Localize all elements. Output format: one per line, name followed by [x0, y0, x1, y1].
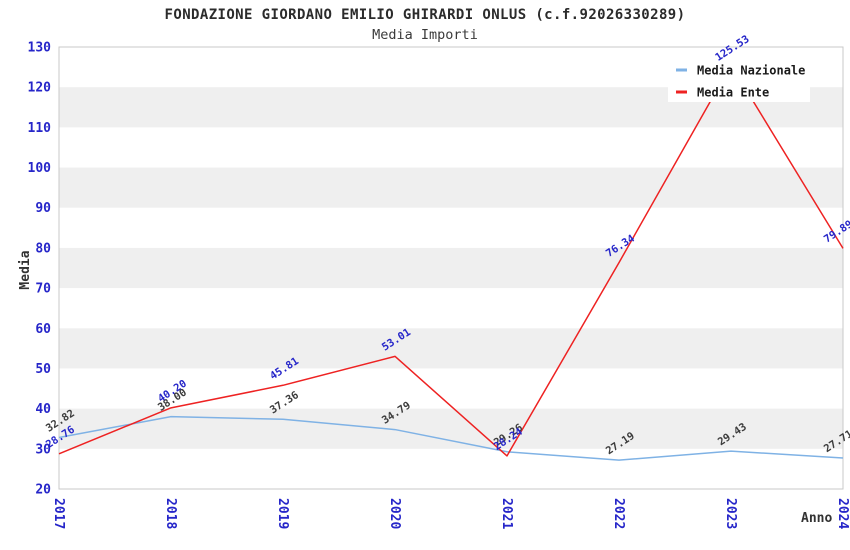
- plot-band: [59, 247, 843, 289]
- y-tick-label: 50: [35, 362, 51, 377]
- plot-band: [59, 328, 843, 369]
- y-tick-label: 30: [35, 442, 51, 457]
- plot-band: [59, 167, 843, 208]
- legend-label: Media Ente: [697, 86, 769, 100]
- y-tick-label: 120: [28, 81, 52, 96]
- x-tick-label: 2023: [723, 498, 738, 529]
- legend-label: Media Nazionale: [697, 64, 805, 78]
- x-tick-label: 2022: [611, 498, 626, 529]
- y-tick-label: 110: [28, 121, 52, 136]
- x-axis-title: Anno: [801, 511, 833, 526]
- y-tick-label: 40: [35, 402, 51, 417]
- y-tick-label: 80: [35, 241, 51, 256]
- x-tick-label: 2018: [163, 498, 178, 529]
- x-tick-label: 2020: [387, 498, 402, 529]
- data-point-label: 79.89: [822, 218, 850, 245]
- y-tick-label: 90: [35, 201, 51, 216]
- x-tick-label: 2021: [499, 498, 514, 529]
- y-tick-label: 60: [35, 322, 51, 337]
- x-tick-label: 2017: [51, 498, 66, 529]
- plot-border: [58, 46, 844, 490]
- y-tick-label: 130: [28, 41, 52, 56]
- media-nazionale-line: [58, 415, 844, 461]
- chart-subtitle: Media Importi: [372, 27, 478, 43]
- plot-band: [59, 408, 843, 449]
- y-tick-label: 100: [28, 161, 52, 176]
- y-tick-label: 70: [35, 282, 51, 297]
- x-tick-label: 2024: [835, 498, 850, 529]
- x-tick-label: 2019: [275, 498, 290, 529]
- chart-title: FONDAZIONE GIORDANO EMILIO GHIRARDI ONLU…: [164, 7, 686, 23]
- y-tick-label: 20: [35, 483, 51, 498]
- legend-box: [668, 56, 810, 102]
